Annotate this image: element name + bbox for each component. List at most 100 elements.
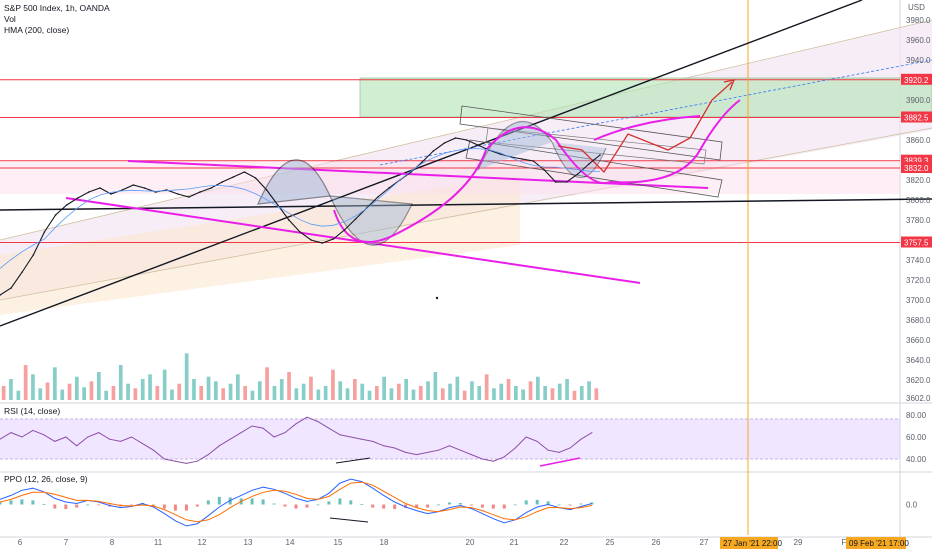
price-point xyxy=(376,196,379,198)
chart-drawings xyxy=(0,0,932,535)
price-point xyxy=(76,197,79,199)
volume-bar xyxy=(462,390,467,400)
chart-title[interactable]: S&P 500 Index, 1h, OANDA xyxy=(4,3,110,13)
rsi-legend[interactable]: RSI (14, close) xyxy=(4,406,61,416)
x-tick-label: 22 xyxy=(560,538,569,547)
price-point xyxy=(276,204,279,206)
x-tick-label: 13 xyxy=(244,538,253,547)
volume-bar xyxy=(272,386,277,400)
y-tick-label: 3900.0 xyxy=(906,96,931,105)
rsi-band xyxy=(0,419,900,459)
rsi-point xyxy=(339,434,341,436)
price-axis[interactable]: 3980.0 3960.0 3940.0 3900.0 3860.0 3820.0 3800… xyxy=(906,16,931,510)
price-point xyxy=(21,271,24,273)
volume-bar xyxy=(572,390,577,400)
rsi-point xyxy=(76,445,78,447)
price-point xyxy=(354,218,357,220)
volume-bar xyxy=(477,386,482,400)
volume-bar xyxy=(257,381,262,400)
price-point xyxy=(288,219,290,221)
rsi-point xyxy=(295,423,297,425)
volume-bar xyxy=(528,381,533,400)
rsi-point xyxy=(262,427,264,429)
volume-bar xyxy=(579,386,584,400)
y-tick-label: 3860.0 xyxy=(906,136,931,145)
ppo-histogram-bar xyxy=(184,504,188,511)
vol-legend[interactable]: Vol xyxy=(4,14,16,24)
volume-bar xyxy=(45,382,50,400)
ppo-histogram-bar xyxy=(152,504,155,506)
x-tick-label: 25 xyxy=(606,538,615,547)
rsi-point xyxy=(218,445,220,447)
ppo-histogram-bar xyxy=(360,504,364,505)
volume-bar xyxy=(82,387,86,400)
ppo-histogram-bar xyxy=(393,504,397,510)
ppo-histogram-bar xyxy=(491,504,495,509)
volume-bar xyxy=(316,389,321,400)
price-label-box xyxy=(901,162,932,173)
ppo-histogram-bar xyxy=(458,503,462,505)
rsi-point xyxy=(306,416,308,418)
volume-bar xyxy=(345,388,350,400)
x-tick-label: 15 xyxy=(334,538,343,547)
price-point xyxy=(243,171,246,173)
y-tick-label: 3780.0 xyxy=(906,216,931,225)
price-point xyxy=(0,294,1,296)
volume-bars xyxy=(1,353,599,400)
price-label-text: 3832.0 xyxy=(904,164,929,173)
y-tick-label: 3700.0 xyxy=(906,296,931,305)
rsi-point xyxy=(109,438,111,440)
ppo-histogram-bar xyxy=(217,496,221,505)
price-zone xyxy=(0,162,900,194)
rsi-point xyxy=(514,447,516,449)
price-label-text: 3757.5 xyxy=(904,239,929,248)
price-point xyxy=(332,238,335,240)
rsi-point xyxy=(416,454,418,456)
y-tick-label: 3940.0 xyxy=(906,56,931,65)
channel-lower-line xyxy=(0,127,932,301)
main-legend: S&P 500 Index, 1h, OANDA Vol HMA (200, c… xyxy=(4,3,110,36)
price-point xyxy=(110,193,112,195)
price-point xyxy=(43,231,46,233)
price-point xyxy=(554,181,557,183)
ppo-histogram-bar xyxy=(480,504,484,508)
rsi-point xyxy=(54,440,56,442)
volume-bar xyxy=(536,376,540,400)
ppo-histogram-bar xyxy=(31,500,35,505)
volume-bar xyxy=(9,379,13,400)
rsi-point xyxy=(131,436,133,438)
price-point xyxy=(221,181,224,183)
rsi-point xyxy=(284,432,286,434)
price-point xyxy=(521,158,524,160)
price-point xyxy=(499,153,501,155)
ppo-legend[interactable]: PPO (12, 26, close, 9) xyxy=(4,474,88,484)
x-tick-label: 29 xyxy=(794,538,803,547)
volume-bar xyxy=(221,388,225,400)
ppo-histogram-bar xyxy=(382,504,386,509)
volume-bar xyxy=(455,376,460,400)
price-point xyxy=(176,193,179,195)
rsi-point xyxy=(591,432,593,434)
volume-bar xyxy=(514,386,518,400)
volume-bar xyxy=(382,376,386,400)
volume-bar xyxy=(499,383,504,400)
y-tick-label: 3720.0 xyxy=(906,276,931,285)
volume-bar xyxy=(1,386,6,400)
price-point xyxy=(388,187,390,189)
price-point xyxy=(254,177,257,179)
volume-bar xyxy=(433,372,438,400)
volume-bar xyxy=(287,372,291,400)
price-point xyxy=(188,196,190,198)
hma-legend[interactable]: HMA (200, close) xyxy=(4,25,70,35)
stray-dot xyxy=(435,296,439,300)
volume-bar xyxy=(492,388,496,400)
ppo-histogram-bar xyxy=(502,504,506,509)
price-point xyxy=(210,187,212,189)
volume-bar xyxy=(323,386,328,400)
price-point xyxy=(310,239,312,241)
rsi-point xyxy=(251,425,253,427)
price-point xyxy=(132,184,135,186)
volume-bar xyxy=(418,386,423,400)
rsi-point xyxy=(98,432,100,434)
